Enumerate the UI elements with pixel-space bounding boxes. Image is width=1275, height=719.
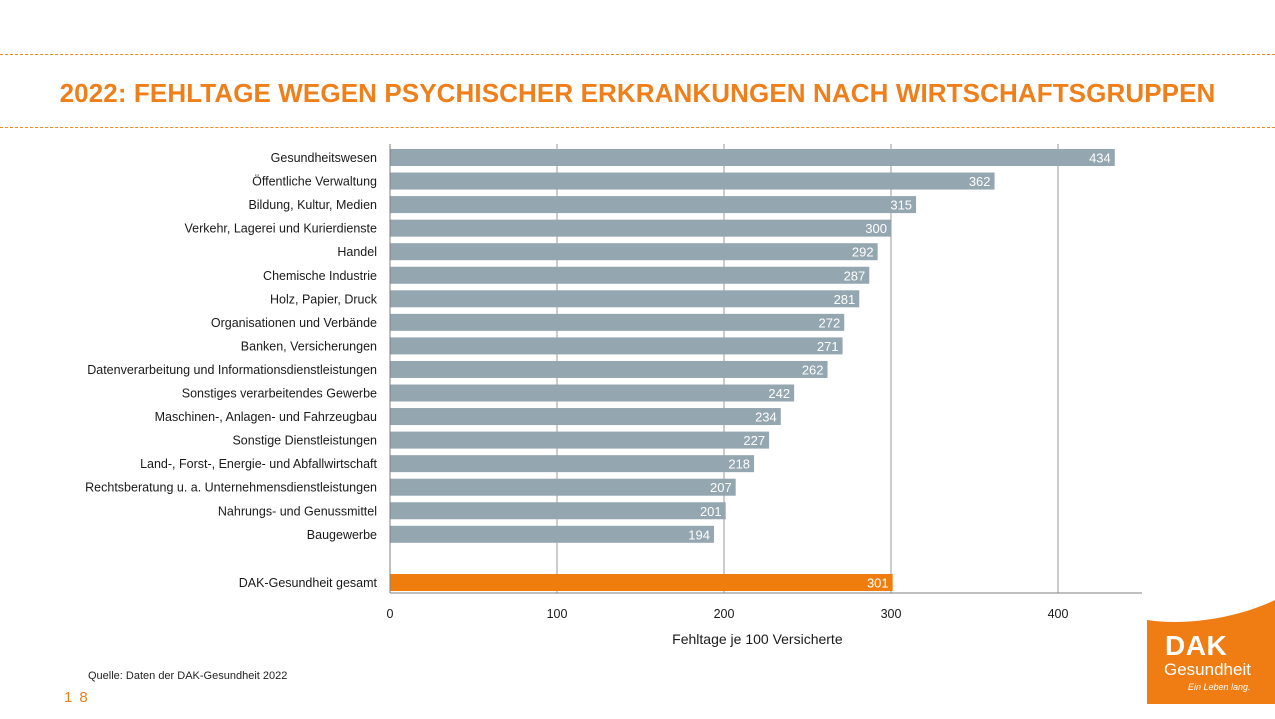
dak-logo [1147, 600, 1275, 704]
page-title: 2022: FEHLTAGE WEGEN PSYCHISCHER ERKRANK… [59, 78, 1216, 108]
category-label: Land-, Forst-, Energie- und Abfallwirtsc… [140, 457, 377, 471]
category-label: Rechtsberatung u. a. Unternehmensdienstl… [85, 481, 377, 495]
bar [390, 172, 995, 190]
x-tick-label: 300 [881, 607, 902, 621]
bar [390, 478, 736, 496]
data-label: 218 [728, 457, 750, 472]
category-label: Öffentliche Verwaltung [252, 175, 377, 189]
x-tick-label: 400 [1048, 607, 1069, 621]
bar [390, 219, 891, 237]
bar [390, 574, 893, 591]
category-label: Baugewerbe [307, 528, 377, 542]
bar [390, 408, 781, 426]
data-label: 201 [700, 504, 722, 519]
bar [390, 196, 917, 214]
bar [390, 337, 843, 355]
data-label: 292 [852, 245, 874, 260]
title-dashed-rule [0, 127, 1275, 128]
page-number: 18 [64, 689, 95, 706]
bar [390, 384, 795, 402]
data-label: 234 [755, 410, 777, 425]
data-label: 207 [710, 480, 732, 495]
bar [390, 502, 726, 520]
data-label: 262 [802, 362, 824, 377]
category-label: Holz, Papier, Druck [270, 292, 378, 306]
bar [390, 243, 878, 261]
logo-wordmark: DAK [1165, 630, 1228, 661]
bar [390, 360, 828, 378]
source-note: Quelle: Daten der DAK-Gesundheit 2022 [88, 670, 288, 682]
data-label: 315 [890, 198, 912, 213]
category-label: Sonstiges verarbeitendes Gewerbe [182, 387, 377, 401]
category-label: Verkehr, Lagerei und Kurierdienste [185, 222, 378, 236]
logo-subtitle: Gesundheit [1164, 660, 1251, 679]
category-label: Datenverarbeitung und Informationsdienst… [87, 363, 377, 377]
bar [390, 431, 770, 449]
bar [390, 290, 860, 308]
data-label: 301 [867, 576, 889, 591]
category-label: Bildung, Kultur, Medien [248, 198, 377, 212]
data-label: 272 [819, 315, 841, 330]
data-label: 271 [817, 339, 839, 354]
data-label: 362 [969, 174, 991, 189]
category-label: Nahrungs- und Genussmittel [218, 504, 377, 518]
bar [390, 313, 845, 331]
x-axis-title: Fehltage je 100 Versicherte [672, 631, 843, 647]
category-label: Banken, Versicherungen [241, 339, 377, 353]
data-label: 287 [844, 268, 866, 283]
x-tick-label: 200 [714, 607, 735, 621]
category-label: Sonstige Dienstleistungen [232, 434, 377, 448]
category-label: Gesundheitswesen [271, 151, 377, 165]
data-label: 227 [743, 433, 765, 448]
x-tick-label: 100 [547, 607, 568, 621]
data-label: 300 [865, 221, 887, 236]
bar [390, 149, 1115, 166]
category-label: Organisationen und Verbände [211, 316, 377, 330]
category-label: Maschinen-, Anlagen- und Fahrzeugbau [155, 410, 377, 424]
category-label: Handel [337, 245, 377, 259]
data-label: 281 [834, 292, 856, 307]
top-dashed-rule [0, 54, 1275, 55]
data-label: 242 [768, 386, 790, 401]
bar [390, 455, 755, 473]
data-label: 194 [688, 527, 710, 542]
logo-tagline: Ein Leben lang. [1188, 682, 1251, 692]
category-label: DAK-Gesundheit gesamt [239, 576, 378, 590]
bar [390, 266, 870, 284]
bar [390, 525, 714, 543]
category-label: Chemische Industrie [263, 269, 377, 283]
data-label: 434 [1089, 151, 1111, 166]
x-tick-label: 0 [387, 607, 394, 621]
